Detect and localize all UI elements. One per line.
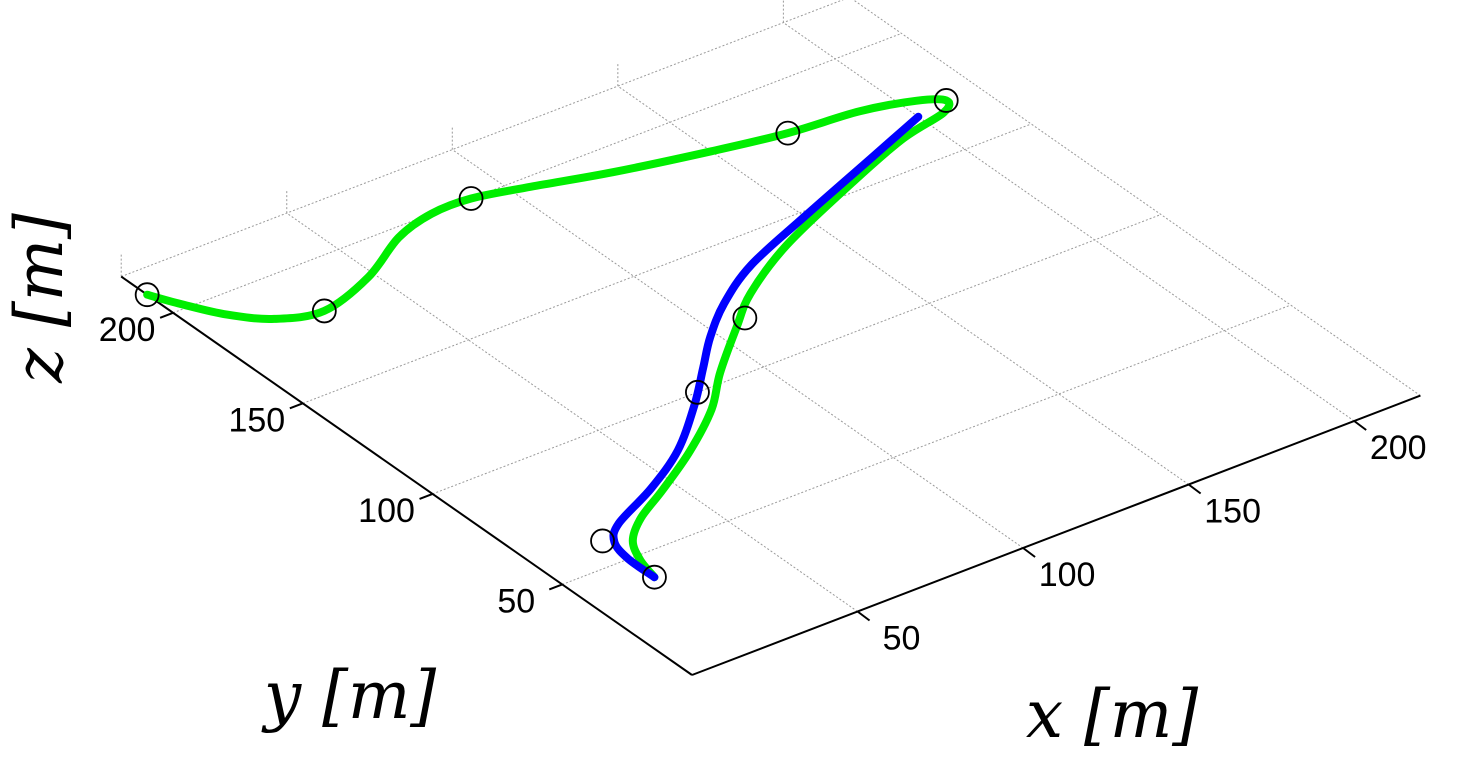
y-tick-100 xyxy=(419,492,433,500)
x-tick-label-200: 200 xyxy=(1370,429,1427,467)
z-axis-label: z [m] xyxy=(1,213,78,384)
waypoint-markers xyxy=(134,88,959,590)
x-tick-50 xyxy=(856,610,871,622)
grid xyxy=(120,0,1421,612)
grid-line-y-50 xyxy=(562,304,1291,585)
waypoint-marker-1 xyxy=(642,564,667,590)
grid-back-edge-y xyxy=(852,0,1421,397)
waypoint-marker-2 xyxy=(590,528,615,554)
waypoint-marker-3 xyxy=(685,379,710,405)
grid-line-y-200 xyxy=(172,32,902,314)
x-axis-ticks: 50 100 150 200 xyxy=(856,420,1427,658)
waypoint-marker-8 xyxy=(134,282,160,308)
actual-trajectory-line xyxy=(609,112,923,582)
axes xyxy=(120,275,1421,676)
y-tick-200 xyxy=(159,311,174,319)
reference-trajectory-line xyxy=(143,95,954,582)
y-tick-label-200: 200 xyxy=(99,311,156,349)
x-tick-200 xyxy=(1353,420,1367,431)
y-tick-label-150: 150 xyxy=(228,401,285,439)
y-axis-line xyxy=(120,275,693,676)
y-axis-label: y [m] xyxy=(261,657,437,734)
trajectory-series xyxy=(143,95,954,582)
grid-line-x-100 xyxy=(452,149,1024,549)
grid-line-y-100 xyxy=(432,214,1162,495)
x-tick-100 xyxy=(1022,547,1036,558)
y-axis-ticks: 50 100 150 200 xyxy=(99,311,563,620)
grid-line-y-150 xyxy=(302,123,1032,404)
x-axis-label: x [m] xyxy=(1026,676,1199,753)
x-axis-line xyxy=(691,394,1421,676)
x-tick-label-100: 100 xyxy=(1039,556,1096,594)
x-tick-150 xyxy=(1188,483,1202,495)
y-tick-label-50: 50 xyxy=(497,582,535,620)
y-tick-50 xyxy=(548,583,563,591)
waypoint-marker-9 xyxy=(732,305,758,331)
grid-line-x-50 xyxy=(286,212,858,612)
y-tick-150 xyxy=(289,402,304,410)
waypoint-marker-5 xyxy=(775,120,801,146)
y-tick-label-100: 100 xyxy=(358,492,415,530)
waypoint-marker-7 xyxy=(311,298,337,324)
grid-line-x-200 xyxy=(783,22,1355,422)
x-tick-label-150: 150 xyxy=(1204,493,1261,531)
waypoint-marker-4 xyxy=(933,88,959,113)
x-tick-label-50: 50 xyxy=(883,620,921,658)
waypoint-marker-6 xyxy=(458,186,484,211)
